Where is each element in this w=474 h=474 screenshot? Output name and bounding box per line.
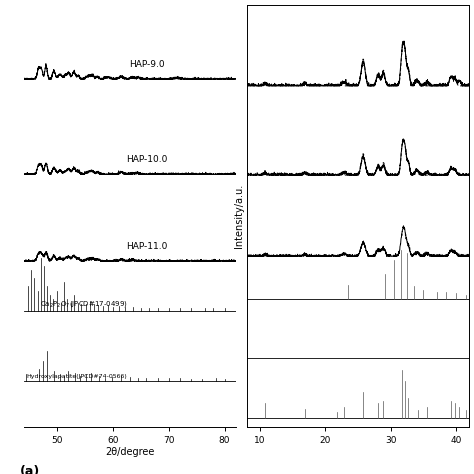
Text: HAP-10.0: HAP-10.0 — [126, 155, 167, 164]
Text: HAP-11.0: HAP-11.0 — [126, 242, 167, 251]
X-axis label: 2θ/degree: 2θ/degree — [105, 447, 155, 457]
Text: Ca$_2$P$_2$O$_7$(JPCD#17-0499): Ca$_2$P$_2$O$_7$(JPCD#17-0499) — [40, 299, 128, 309]
Text: (a): (a) — [19, 465, 40, 474]
Y-axis label: Intensity/a.u.: Intensity/a.u. — [234, 183, 244, 248]
Text: HAP-9.0: HAP-9.0 — [128, 60, 164, 69]
Text: Hydroxylapatite(JPCD#74-0566): Hydroxylapatite(JPCD#74-0566) — [27, 374, 127, 379]
